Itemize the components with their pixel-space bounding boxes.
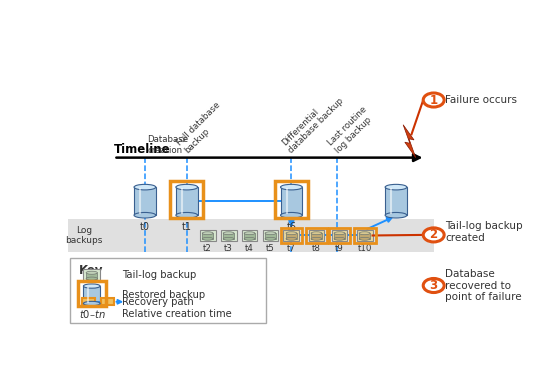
Text: 1: 1 — [430, 93, 438, 107]
Ellipse shape — [244, 232, 255, 235]
FancyBboxPatch shape — [359, 233, 370, 239]
FancyBboxPatch shape — [284, 230, 299, 241]
FancyBboxPatch shape — [265, 233, 276, 239]
Text: t9: t9 — [335, 244, 344, 253]
FancyBboxPatch shape — [200, 230, 215, 241]
Text: $t0$–$tn$: $t0$–$tn$ — [79, 308, 106, 320]
Ellipse shape — [334, 232, 345, 235]
Text: Last routine
log backup: Last routine log backup — [326, 105, 376, 155]
Text: Failure occurs: Failure occurs — [446, 95, 517, 105]
FancyBboxPatch shape — [308, 230, 325, 241]
Ellipse shape — [176, 212, 198, 218]
Ellipse shape — [223, 232, 234, 235]
Ellipse shape — [176, 184, 198, 190]
Text: t2: t2 — [203, 244, 212, 253]
Ellipse shape — [334, 237, 345, 240]
FancyBboxPatch shape — [385, 187, 407, 215]
FancyBboxPatch shape — [83, 286, 100, 303]
FancyBboxPatch shape — [101, 298, 113, 306]
Ellipse shape — [83, 284, 100, 288]
Text: t4: t4 — [245, 244, 254, 253]
Text: t1: t1 — [182, 222, 192, 232]
FancyBboxPatch shape — [332, 230, 347, 241]
Ellipse shape — [83, 301, 100, 306]
Text: 3: 3 — [430, 279, 438, 292]
Polygon shape — [403, 125, 416, 158]
Text: Database
recovered to
point of failure: Database recovered to point of failure — [446, 269, 522, 302]
Ellipse shape — [385, 212, 407, 218]
Text: t5: t5 — [266, 244, 275, 253]
FancyBboxPatch shape — [82, 298, 94, 306]
Ellipse shape — [134, 212, 156, 218]
Text: Restored backup: Restored backup — [122, 290, 205, 300]
Ellipse shape — [280, 212, 302, 218]
Ellipse shape — [286, 232, 297, 235]
Ellipse shape — [202, 232, 213, 235]
FancyBboxPatch shape — [262, 230, 279, 241]
Text: Differential
database backup: Differential database backup — [280, 89, 346, 155]
Text: Timeline: Timeline — [113, 143, 170, 155]
FancyBboxPatch shape — [134, 187, 156, 215]
Circle shape — [423, 278, 444, 292]
Ellipse shape — [223, 237, 234, 240]
FancyBboxPatch shape — [280, 187, 302, 215]
Ellipse shape — [280, 184, 302, 190]
FancyBboxPatch shape — [83, 269, 100, 281]
Text: t0: t0 — [140, 222, 150, 232]
Text: Key: Key — [79, 264, 104, 277]
Ellipse shape — [385, 184, 407, 190]
FancyBboxPatch shape — [202, 233, 213, 239]
FancyBboxPatch shape — [241, 230, 258, 241]
FancyBboxPatch shape — [244, 233, 255, 239]
Ellipse shape — [359, 237, 370, 240]
FancyBboxPatch shape — [176, 187, 198, 215]
Text: Recovery path: Recovery path — [122, 297, 194, 307]
FancyBboxPatch shape — [334, 233, 345, 239]
Ellipse shape — [265, 232, 276, 235]
Ellipse shape — [265, 237, 276, 240]
Ellipse shape — [86, 277, 97, 280]
Text: Tail-log backup
created: Tail-log backup created — [446, 221, 523, 243]
Ellipse shape — [311, 237, 322, 240]
Ellipse shape — [86, 271, 97, 274]
Text: Relative creation time: Relative creation time — [122, 309, 232, 319]
Text: t3: t3 — [224, 244, 233, 253]
FancyBboxPatch shape — [311, 233, 322, 239]
FancyBboxPatch shape — [221, 230, 237, 241]
FancyBboxPatch shape — [86, 273, 97, 278]
Ellipse shape — [202, 237, 213, 240]
Text: t6: t6 — [286, 222, 296, 232]
Text: 2: 2 — [430, 228, 438, 241]
Text: t10: t10 — [357, 244, 372, 253]
Text: Full database
backup: Full database backup — [175, 100, 230, 155]
Ellipse shape — [286, 237, 297, 240]
Ellipse shape — [134, 184, 156, 190]
Text: Tail-log backup: Tail-log backup — [122, 270, 196, 280]
Ellipse shape — [311, 232, 322, 235]
Circle shape — [423, 93, 444, 107]
FancyBboxPatch shape — [357, 230, 373, 241]
FancyBboxPatch shape — [70, 258, 266, 323]
Ellipse shape — [359, 232, 370, 235]
Text: t8: t8 — [312, 244, 321, 253]
Text: t7: t7 — [287, 244, 296, 253]
Circle shape — [423, 228, 444, 242]
FancyBboxPatch shape — [223, 233, 234, 239]
FancyBboxPatch shape — [286, 233, 297, 239]
Text: Log
backups: Log backups — [65, 226, 103, 245]
Text: Database
creation: Database creation — [147, 135, 188, 155]
Ellipse shape — [244, 237, 255, 240]
FancyBboxPatch shape — [68, 219, 434, 252]
